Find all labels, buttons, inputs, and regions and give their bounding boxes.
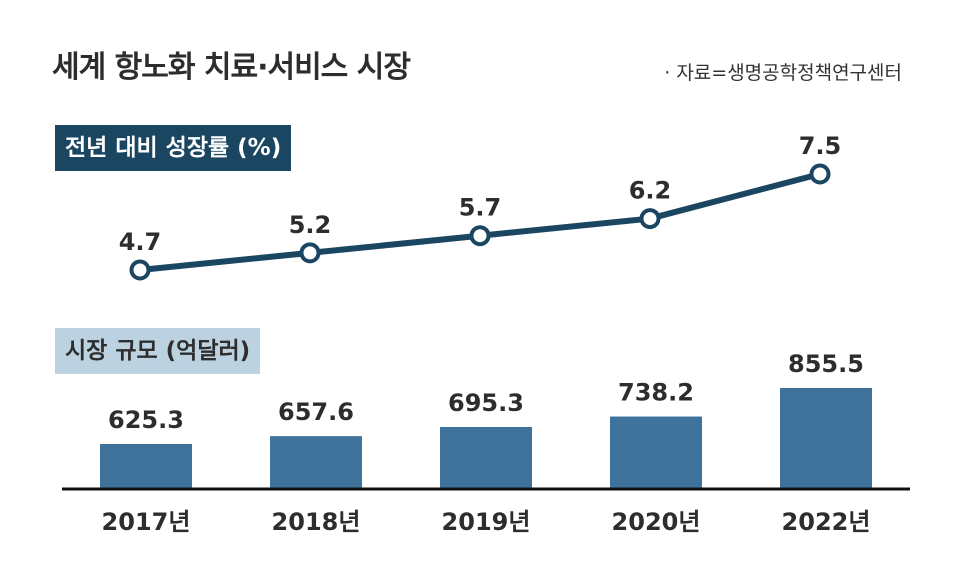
market-value-label-3: 738.2 [618, 379, 694, 407]
source-note: · 자료=생명공학정책연구센터 [664, 62, 902, 84]
market-bar-1 [270, 436, 362, 489]
growth-value-label-0: 4.7 [119, 228, 162, 256]
growth-value-label-2: 5.7 [459, 194, 502, 222]
growth-value-label-1: 5.2 [289, 211, 332, 239]
growth-point-4 [809, 163, 831, 185]
market-value-label-1: 657.6 [278, 398, 354, 426]
x-axis-labels: 2017년 2018년 2019년 2020년 2022년 [102, 508, 871, 536]
growth-point-1 [299, 242, 321, 264]
market-bar-2 [440, 426, 532, 489]
x-tick-label-2: 2019년 [442, 508, 531, 536]
market-size-bar-chart: 625.3 657.6 695.3 738.2 855.5 [100, 350, 872, 489]
market-size-label: 시장 규모 (억달러) [55, 328, 261, 374]
growth-line [137, 171, 823, 273]
market-value-label-2: 695.3 [448, 389, 524, 417]
growth-value-label-3: 6.2 [629, 177, 672, 205]
growth-point-3 [639, 208, 661, 230]
chart-title: 세계 항노화 치료·서비스 시장 [52, 50, 411, 85]
x-tick-label-4: 2022년 [782, 508, 871, 536]
market-value-label-4: 855.5 [788, 350, 864, 378]
growth-point-2 [469, 225, 491, 247]
market-bar-0 [100, 444, 192, 489]
market-bar-3 [610, 416, 702, 489]
growth-value-label-4: 7.5 [799, 132, 842, 160]
x-tick-label-3: 2020년 [612, 508, 701, 536]
x-tick-label-1: 2018년 [272, 508, 361, 536]
growth-rate-label: 전년 대비 성장률 (%) [55, 125, 292, 171]
x-tick-label-0: 2017년 [102, 508, 191, 536]
growth-line-chart: 4.7 5.2 5.7 6.2 7.5 [119, 132, 842, 281]
growth-point-0 [129, 259, 151, 281]
market-bar-4 [780, 388, 872, 489]
market-value-label-0: 625.3 [108, 406, 184, 434]
